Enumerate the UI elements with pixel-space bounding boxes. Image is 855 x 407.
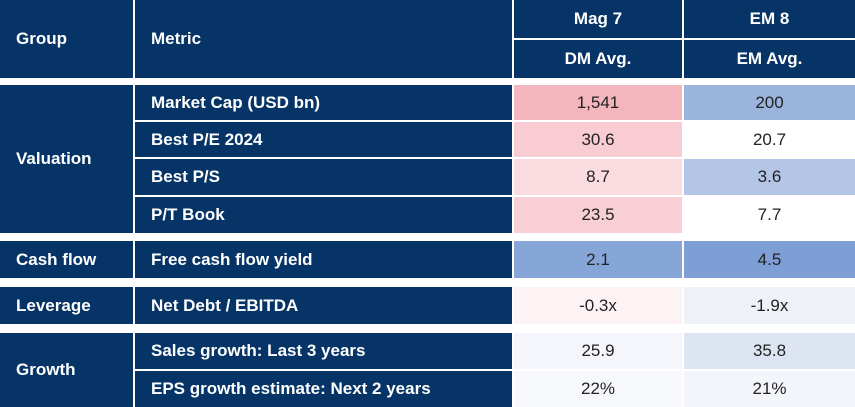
value-em8-fcf: 4.5 bbox=[684, 241, 855, 278]
metric-sales-growth: Sales growth: Last 3 years bbox=[135, 333, 512, 369]
metric-fcf: Free cash flow yield bbox=[135, 241, 512, 278]
metric-pbook: P/T Book bbox=[135, 197, 512, 233]
value-em8-ps: 3.6 bbox=[684, 159, 855, 195]
value-em8-market-cap: 200 bbox=[684, 85, 855, 120]
header-metric: Metric bbox=[135, 0, 512, 78]
group-growth: Growth bbox=[0, 333, 133, 407]
value-em8-eps-growth: 21% bbox=[684, 371, 855, 407]
header-em8: EM 8 bbox=[684, 0, 855, 38]
metric-net-debt: Net Debt / EBITDA bbox=[135, 287, 512, 324]
header-dm-avg: DM Avg. bbox=[514, 40, 682, 78]
group-valuation: Valuation bbox=[0, 85, 133, 233]
metric-eps-growth: EPS growth estimate: Next 2 years bbox=[135, 371, 512, 407]
value-mag7-sales-growth: 25.9 bbox=[514, 333, 682, 369]
metric-market-cap: Market Cap (USD bn) bbox=[135, 85, 512, 120]
value-em8-net-debt: -1.9x bbox=[684, 287, 855, 324]
value-em8-pe: 20.7 bbox=[684, 122, 855, 157]
metric-ps: Best P/S bbox=[135, 159, 512, 195]
value-em8-sales-growth: 35.8 bbox=[684, 333, 855, 369]
value-mag7-fcf: 2.1 bbox=[514, 241, 682, 278]
header-mag7: Mag 7 bbox=[514, 0, 682, 38]
group-leverage: Leverage bbox=[0, 287, 133, 324]
value-mag7-eps-growth: 22% bbox=[514, 371, 682, 407]
value-mag7-pbook: 23.5 bbox=[514, 197, 682, 233]
value-mag7-net-debt: -0.3x bbox=[514, 287, 682, 324]
header-group: Group bbox=[0, 0, 133, 78]
value-mag7-pe: 30.6 bbox=[514, 122, 682, 157]
value-mag7-market-cap: 1,541 bbox=[514, 85, 682, 120]
group-cash-flow: Cash flow bbox=[0, 241, 133, 278]
header-em-avg: EM Avg. bbox=[684, 40, 855, 78]
value-mag7-ps: 8.7 bbox=[514, 159, 682, 195]
metric-pe: Best P/E 2024 bbox=[135, 122, 512, 157]
value-em8-pbook: 7.7 bbox=[684, 197, 855, 233]
